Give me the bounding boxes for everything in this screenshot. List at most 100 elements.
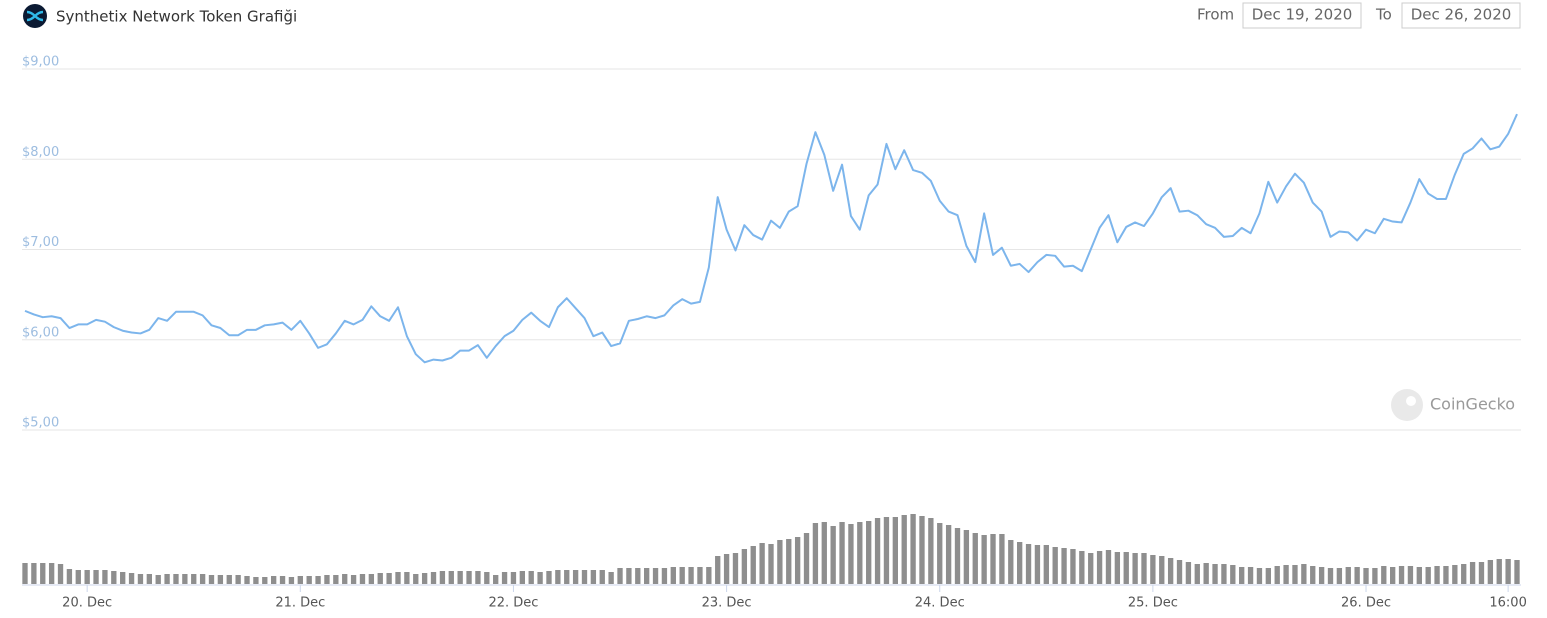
volume-bar (395, 572, 401, 584)
volume-bar (146, 574, 152, 584)
volume-bar (635, 568, 641, 584)
volume-bar (208, 575, 215, 584)
volume-bar (901, 515, 907, 584)
volume-bar (377, 573, 383, 584)
volume-bar (750, 546, 756, 584)
x-tick-label: 20. Dec (62, 596, 112, 611)
volume-bar (359, 574, 366, 584)
x-tick-label: 16:00 (1489, 596, 1526, 611)
volume-bar (404, 572, 410, 584)
volume-bar (31, 563, 37, 584)
volume-bar (537, 572, 543, 584)
volume-bar (1256, 568, 1263, 584)
volume-bar (652, 568, 659, 584)
volume-bar (279, 576, 286, 584)
volume-bar (626, 568, 632, 584)
volume-bar (430, 572, 437, 584)
volume-bar (1505, 559, 1511, 584)
volume-bar (315, 576, 321, 584)
volume-bar (342, 574, 348, 584)
from-label: From (1197, 6, 1234, 24)
from-date[interactable]: Dec 19, 2020 (1252, 6, 1353, 24)
volume-bar (1390, 567, 1396, 584)
volume-bar (661, 568, 668, 584)
volume-bar (1327, 568, 1334, 584)
volume-bar (874, 518, 881, 584)
volume-bar (1416, 567, 1422, 584)
volume-bar (1452, 565, 1458, 584)
volume-bar (137, 574, 144, 584)
volume-bar (1398, 566, 1405, 584)
volume-bar (75, 570, 81, 584)
volume-bar (1105, 550, 1112, 584)
volume-bar (1461, 564, 1467, 584)
volume-bar (386, 573, 392, 584)
volume-bar (1185, 562, 1192, 584)
volume-bar (1096, 551, 1103, 584)
volume-bar (981, 535, 987, 584)
volume-bar (262, 577, 268, 584)
volume-bar (528, 571, 534, 584)
volume-bar (937, 523, 943, 584)
volume-bar (510, 572, 517, 584)
volume-bar (1070, 549, 1076, 584)
volume-bar (484, 572, 490, 584)
volume-bar (706, 567, 712, 584)
volume-bar (333, 575, 339, 584)
y-tick-label: $9,00 (22, 55, 59, 70)
volume-bar (670, 567, 676, 584)
volume-bar (1345, 567, 1351, 584)
volume-bar (40, 563, 46, 584)
volume-bar (57, 564, 64, 584)
volume-bar (741, 549, 748, 584)
volume-bar (1363, 568, 1369, 584)
volume-bar (182, 574, 188, 584)
volume-bar (1017, 542, 1023, 584)
volume-bar (945, 525, 952, 584)
volume-bar (1496, 559, 1502, 584)
volume-bar (794, 537, 801, 584)
volume-bar (1114, 552, 1121, 584)
volume-bar (1381, 566, 1387, 584)
volume-bar (777, 540, 783, 584)
volume-bar (102, 570, 108, 584)
volume-bar (128, 573, 135, 584)
volume-bar (803, 533, 810, 584)
volume-bar (1274, 566, 1280, 584)
volume-bar (1221, 564, 1227, 584)
volume-bar (1025, 544, 1032, 584)
volume-bar (191, 574, 197, 584)
volume-bar (84, 570, 90, 584)
from-date-input[interactable] (1242, 2, 1362, 29)
volume-bar (22, 563, 28, 584)
volume-bar (768, 544, 774, 584)
x-tick-label: 22. Dec (488, 596, 538, 611)
volume-bar (1167, 558, 1174, 584)
volume-bar (1079, 551, 1085, 584)
volume-bar (1443, 566, 1449, 584)
volume-bar (501, 572, 508, 584)
volume-bar (608, 572, 614, 584)
price-line (24, 113, 1518, 364)
y-tick-label: $5,00 (22, 416, 59, 431)
volume-bar (297, 576, 303, 584)
to-date-input[interactable] (1401, 2, 1521, 29)
volume-bar (590, 570, 597, 584)
volume-bar (564, 570, 570, 584)
volume-bar (1292, 565, 1298, 584)
volume-bar (883, 517, 890, 584)
volume-bar (1354, 567, 1360, 584)
volume-bar (928, 518, 934, 584)
volume-bar (1061, 548, 1067, 584)
x-tick-label: 26. Dec (1341, 596, 1391, 611)
volume-bar (1372, 568, 1378, 584)
volume-bar (892, 517, 898, 584)
volume-bar (866, 521, 872, 584)
volume-bar (954, 528, 961, 584)
volume-bar (120, 572, 126, 584)
volume-bar (1469, 562, 1476, 584)
volume-bar (644, 568, 650, 584)
to-date[interactable]: Dec 26, 2020 (1411, 6, 1512, 24)
volume-bar (93, 570, 99, 584)
volume-bar (1230, 565, 1236, 584)
